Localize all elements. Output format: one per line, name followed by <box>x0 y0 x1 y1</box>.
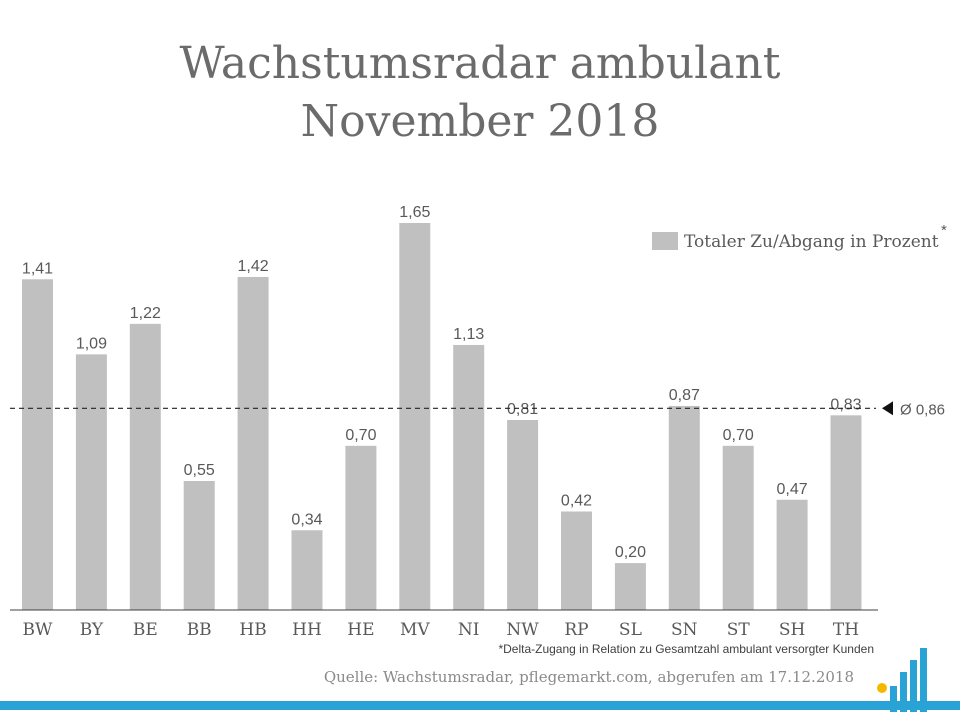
x-tick-he: HE <box>347 620 374 640</box>
bar-ni <box>453 344 485 610</box>
x-tick-th: TH <box>833 620 859 640</box>
x-tick-hb: HB <box>239 620 266 640</box>
bar-by <box>75 354 107 610</box>
x-tick-st: ST <box>727 620 751 640</box>
x-tick-by: BY <box>80 620 104 640</box>
x-tick-bb: BB <box>187 620 212 640</box>
x-tick-rp: RP <box>564 620 588 640</box>
legend-swatch <box>652 232 678 250</box>
x-tick-sh: SH <box>779 620 805 640</box>
bottom-accent-bar <box>0 701 960 710</box>
bar-hb <box>237 276 269 610</box>
x-tick-sl: SL <box>619 620 642 640</box>
bar-hh <box>291 530 323 610</box>
bars-layer <box>22 223 862 610</box>
x-tick-hh: HH <box>292 620 322 640</box>
value-label-st: 0,70 <box>723 427 754 444</box>
x-tick-sn: SN <box>671 620 698 640</box>
bar-be <box>129 323 161 610</box>
value-label-bw: 1,41 <box>22 260 53 277</box>
value-label-sn: 0,87 <box>669 387 700 404</box>
x-tick-bw: BW <box>23 620 53 640</box>
source-note: Quelle: Wachstumsradar, pflegemarkt.com,… <box>323 668 854 686</box>
bar-rp <box>561 511 592 610</box>
value-label-by: 1,09 <box>76 335 107 352</box>
bar-he <box>345 445 377 610</box>
value-label-rp: 0,42 <box>561 492 592 509</box>
value-label-mv: 1,65 <box>399 204 430 221</box>
bar-bw <box>22 279 53 610</box>
value-label-hh: 0,34 <box>291 511 322 528</box>
value-label-hb: 1,42 <box>238 258 269 275</box>
bar-nw <box>507 420 539 610</box>
bar-th <box>830 415 862 610</box>
value-label-sh: 0,47 <box>777 481 808 498</box>
value-label-he: 0,70 <box>345 427 376 444</box>
x-tick-be: BE <box>133 620 158 640</box>
x-tick-nw: NW <box>506 620 539 640</box>
average-label: Ø 0,86 <box>900 401 945 418</box>
bar-st <box>722 445 754 610</box>
value-label-bb: 0,55 <box>184 462 215 479</box>
value-labels-layer: 1,41 1,09 1,22 0,55 1,42 0,34 0,70 1,65 1,13 0,81… <box>22 204 862 561</box>
x-tick-ni: NI <box>458 620 480 640</box>
footnote: *Delta-Zugang in Relation zu Gesamtzahl … <box>498 642 874 656</box>
value-label-th: 0,83 <box>830 396 861 413</box>
chart-title-line2: November 2018 <box>300 96 660 147</box>
x-tick-mv: MV <box>400 620 430 640</box>
x-tick-labels-layer: BW BY BE BB HB HH HE MV NI NW RP SL SN ST SH TH <box>23 620 860 640</box>
value-label-sl: 0,20 <box>615 544 646 561</box>
average-marker <box>882 401 893 416</box>
bar-sl <box>614 563 646 610</box>
value-label-ni: 1,13 <box>453 326 484 343</box>
legend-asterisk: * <box>941 222 947 239</box>
bar-mv <box>399 223 431 610</box>
brand-logo-icon <box>877 648 927 712</box>
bar-sh <box>776 499 808 610</box>
chart-title-line1: Wachstumsradar ambulant <box>179 38 781 89</box>
legend-label: Totaler Zu/Abgang in Prozent <box>684 232 939 252</box>
bar-bb <box>183 481 215 610</box>
value-label-nw: 0,81 <box>507 401 538 418</box>
value-label-be: 1,22 <box>130 305 161 322</box>
bar-sn <box>668 405 700 610</box>
